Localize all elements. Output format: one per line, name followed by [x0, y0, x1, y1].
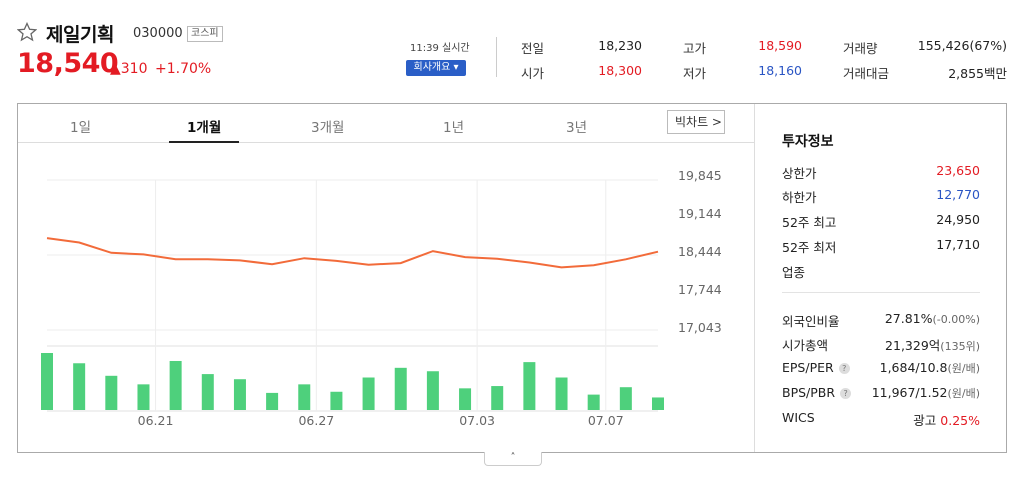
volume-bar [523, 362, 536, 410]
x-tick-label: 06.21 [138, 413, 174, 428]
investment-info-title: 투자정보 [782, 134, 834, 150]
stock-name: 제일기획 [46, 24, 114, 46]
wics-sector[interactable]: 광고 [913, 413, 937, 428]
volume-bar [298, 384, 311, 410]
open-label: 시가 [521, 66, 545, 81]
volume-bar [266, 392, 279, 410]
low-52w-value: 17,710 [936, 237, 980, 252]
market-cap-label: 시가총액 [782, 338, 829, 353]
foreign-ratio-value: 27.81%(-0.00%) [885, 311, 980, 326]
volume-bar [491, 386, 504, 410]
bigchart-button[interactable]: 빅차트 > [667, 110, 725, 134]
collapse-toggle-button[interactable]: ˄ [484, 452, 542, 466]
volume-bar [652, 397, 664, 410]
y-tick-label: 17,744 [678, 282, 722, 297]
volume-bar [426, 371, 439, 410]
info-divider [782, 292, 980, 293]
price-change-pct: +1.70% [155, 61, 212, 77]
tab-1day[interactable]: 1일 [70, 120, 92, 136]
volume-bar [619, 387, 632, 410]
y-tick-label: 19,144 [678, 206, 722, 221]
volume-bar [459, 388, 472, 410]
eps-per: 1,684/10.8 [879, 360, 948, 375]
lower-limit-label: 하한가 [782, 190, 817, 205]
prev-close-value: 18,230 [598, 38, 642, 53]
price-chart[interactable]: 19,845 19,144 18,444 17,744 17,043 06.21 06.27… [18, 143, 754, 448]
period-tabs [18, 104, 754, 143]
low-52w-label: 52주 최저 [782, 240, 837, 255]
price-change: ▲310 [110, 61, 148, 77]
volume-bar [169, 360, 182, 410]
high-52w-value: 24,950 [936, 212, 980, 227]
foreign-ratio: 27.81% [884, 311, 933, 326]
volume-bar [362, 377, 375, 410]
eps-per-value: 1,684/10.8(원/배) [880, 360, 980, 376]
stock-code: 030000 [133, 26, 183, 41]
market-cap: 21,329억 [885, 338, 941, 353]
volume-value: 155,426(67%) [917, 38, 1007, 53]
wics-value: 광고 0.25% [913, 410, 980, 429]
trade-value-label: 거래대금 [843, 66, 890, 81]
realtime-timestamp: 11:39 실시간 [410, 43, 470, 54]
upper-limit-label: 상한가 [782, 166, 817, 181]
header-divider [496, 37, 497, 77]
current-price: 18,540 [17, 48, 119, 79]
bps-pbr-value: 11,967/1.52(원/배) [872, 385, 980, 401]
bps-pbr-label-text: BPS/PBR [782, 385, 836, 400]
open-value: 18,300 [598, 63, 642, 78]
y-tick-label: 17,043 [678, 320, 722, 335]
y-tick-label: 18,444 [678, 244, 722, 259]
tab-1month[interactable]: 1개월 [187, 120, 222, 136]
volume-label: 거래량 [843, 41, 878, 56]
x-tick-label: 07.03 [459, 413, 495, 428]
eps-per-label: EPS/PER? [782, 360, 850, 375]
high-label: 고가 [683, 41, 707, 56]
trade-value-value: 2,855백만 [948, 66, 1007, 81]
panel-divider [754, 104, 755, 452]
tab-1year[interactable]: 1년 [443, 120, 465, 136]
active-tab-indicator [169, 141, 239, 143]
company-overview-button[interactable]: 회사개요 ▾ [406, 60, 466, 76]
tab-3year[interactable]: 3년 [566, 120, 588, 136]
volume-bar [105, 375, 118, 410]
help-icon[interactable]: ? [840, 388, 852, 399]
high-value: 18,590 [758, 38, 802, 53]
sector-label: 업종 [782, 265, 806, 280]
x-tick-label: 07.07 [588, 413, 624, 428]
price-line [46, 237, 659, 269]
lower-limit-value: 12,770 [936, 187, 980, 202]
bps-pbr: 11,967/1.52 [871, 385, 948, 400]
bps-pbr-unit: (원/배) [947, 387, 980, 400]
wics-change: 0.25% [940, 413, 980, 428]
volume-bar [587, 394, 600, 410]
volume-bar [201, 374, 214, 410]
volume-bar [137, 384, 150, 410]
prev-close-label: 전일 [521, 41, 545, 56]
volume-bar [41, 353, 53, 410]
market-badge: 코스피 [187, 26, 223, 42]
market-cap-value: 21,329억(135위) [885, 335, 980, 354]
eps-per-label-text: EPS/PER [782, 360, 834, 375]
help-icon[interactable]: ? [838, 363, 850, 374]
bps-pbr-label: BPS/PBR? [782, 385, 852, 400]
foreign-ratio-change: (-0.00%) [932, 313, 981, 326]
volume-bar [233, 379, 246, 410]
low-value: 18,160 [758, 63, 802, 78]
foreign-ratio-label: 외국인비율 [782, 314, 840, 329]
volume-bar [394, 367, 407, 410]
upper-limit-value: 23,650 [936, 163, 980, 178]
y-tick-label: 19,845 [678, 168, 722, 183]
volume-bar [73, 363, 86, 410]
favorite-star-icon[interactable] [17, 22, 37, 42]
low-label: 저가 [683, 66, 707, 81]
tab-3month[interactable]: 3개월 [311, 120, 345, 136]
x-tick-label: 06.27 [298, 413, 334, 428]
volume-bar [330, 391, 343, 410]
volume-bar [555, 377, 568, 410]
wics-label: WICS [782, 410, 815, 425]
high-52w-label: 52주 최고 [782, 215, 837, 230]
eps-per-unit: (원/배) [947, 362, 980, 375]
market-cap-rank: (135위) [940, 340, 980, 353]
